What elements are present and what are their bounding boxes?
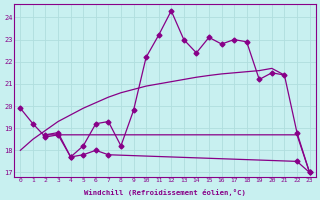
X-axis label: Windchill (Refroidissement éolien,°C): Windchill (Refroidissement éolien,°C) [84,189,246,196]
